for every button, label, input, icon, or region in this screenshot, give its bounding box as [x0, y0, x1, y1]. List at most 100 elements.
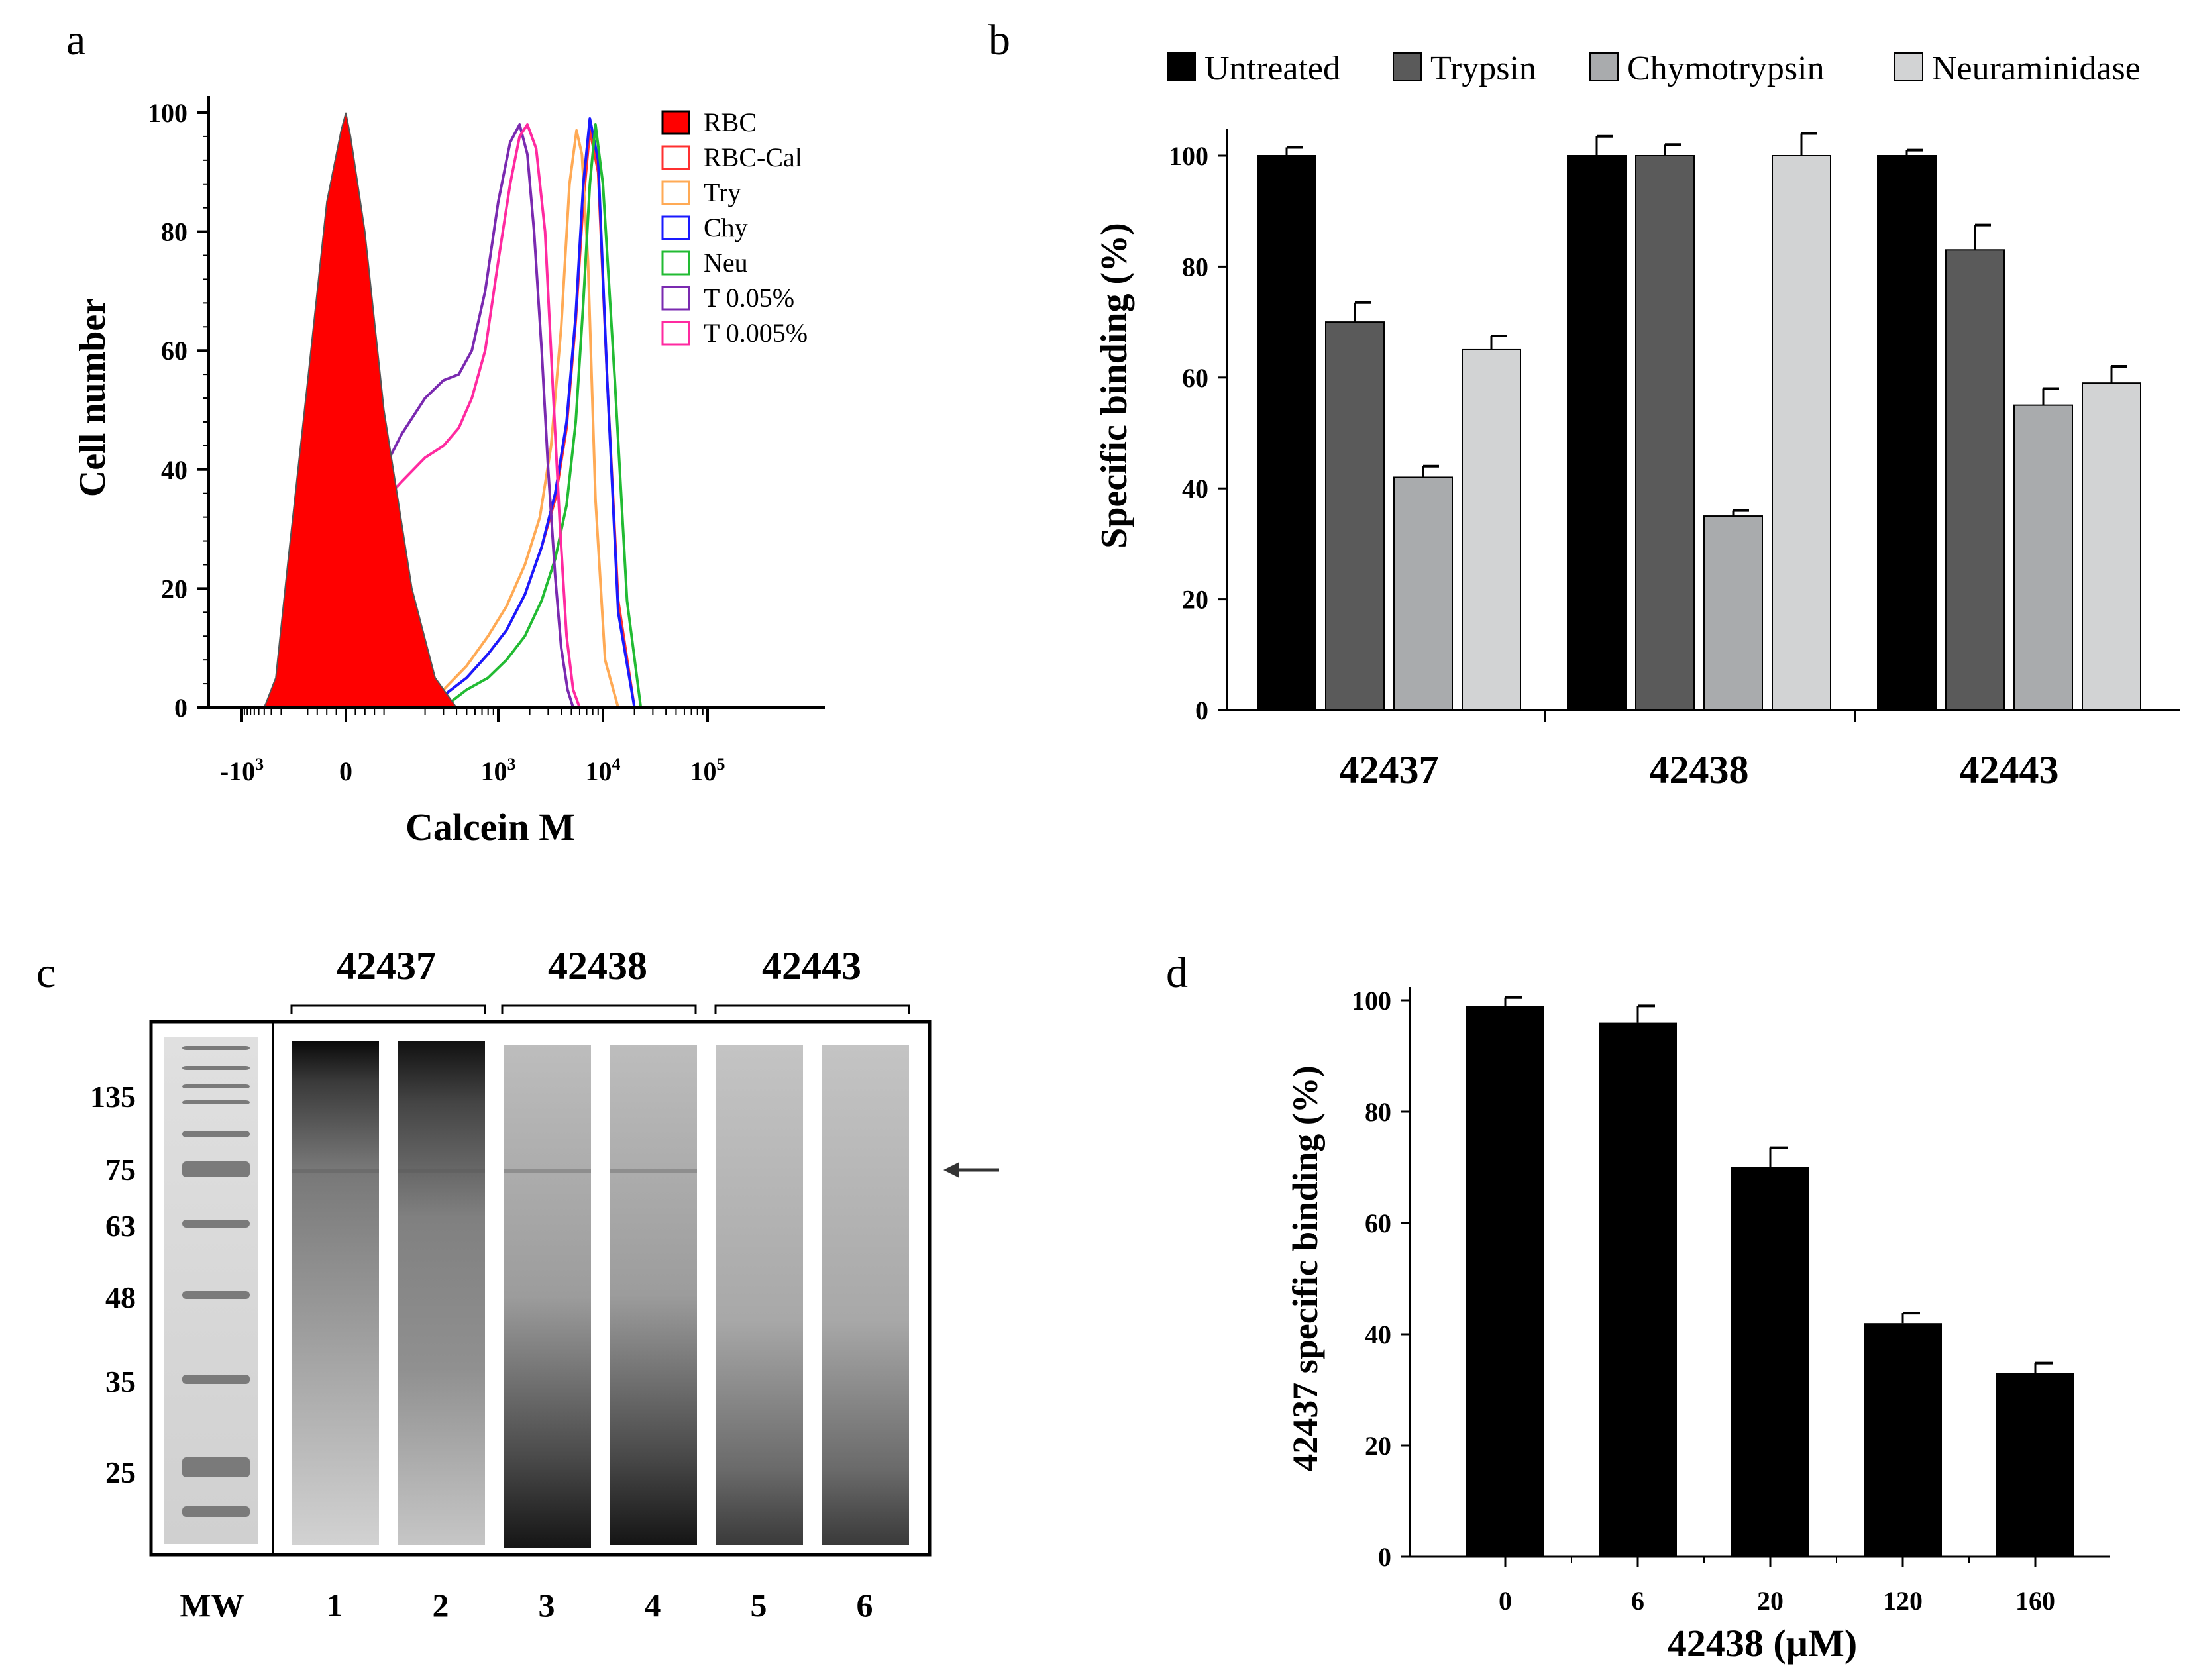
panel-d-y-tick-label: 60 — [1365, 1208, 1391, 1238]
panel-d-y-tick-label: 80 — [1365, 1097, 1391, 1127]
gel-lane-1 — [292, 1041, 379, 1545]
panel-b-y-tick-label: 100 — [1169, 141, 1208, 171]
ladder-band — [182, 1100, 250, 1104]
panel-a-x-tick-base: 10 — [586, 757, 612, 786]
mw-marker-labels: 135 75 63 48 35 25 — [90, 1080, 136, 1489]
panel-a-x-tick-exp: 5 — [717, 755, 725, 774]
panel-a-y-tick-label: 80 — [161, 217, 187, 247]
panel-a-x-tick-exp: 3 — [255, 755, 264, 774]
ladder-band — [182, 1084, 250, 1088]
panel-d-x-tick-label: 120 — [1883, 1586, 1923, 1616]
legend-label-rbc-cal: RBC-Cal — [704, 142, 802, 172]
panel-a-x-tick-label: 0 — [339, 757, 352, 786]
legend-swatch-chy — [661, 215, 690, 240]
panel-a-y-tick-label: 20 — [161, 574, 187, 604]
gel-lane-4 — [610, 1045, 697, 1545]
bar-42443-neuraminidase — [2082, 382, 2141, 711]
gel-lane-6 — [822, 1045, 909, 1545]
legend-swatch-t-0-005- — [661, 321, 690, 346]
mw-label: 75 — [105, 1153, 136, 1186]
panel-c: c 42437 42438 42443 135 75 63 48 35 25 MW 1 2 3 4… — [36, 944, 999, 1624]
mw-label: 35 — [105, 1365, 136, 1398]
panel-d-x-tick-label: 20 — [1757, 1586, 1784, 1616]
legend-label-untreated: Untreated — [1204, 50, 1340, 87]
panel-d-y-tick-label: 100 — [1352, 986, 1391, 1016]
panel-a-y-ticks: 0 20 40 60 80 100 — [148, 98, 209, 723]
panel-b-legend: Untreated Trypsin Chymotrypsin Neuraminidas… — [1167, 50, 2141, 87]
bar-42438-neuraminidase — [1772, 155, 1831, 711]
mw-label: 63 — [105, 1209, 136, 1243]
panel-d-x-tick-label: 160 — [2015, 1586, 2055, 1616]
arrow-icon — [943, 1162, 959, 1178]
panel-b-y-tick-label: 20 — [1182, 585, 1208, 615]
bar-6-um — [1599, 1022, 1677, 1557]
legend-label-t-0-005-: T 0.005% — [704, 318, 808, 348]
panel-b-category-label: 42438 — [1650, 748, 1749, 792]
legend-label-neu: Neu — [704, 248, 748, 278]
group-label-42438: 42438 — [548, 944, 647, 988]
legend-label-trypsin: Trypsin — [1430, 50, 1536, 87]
panel-a-y-tick-label: 0 — [174, 693, 187, 723]
panel-b-y-axis-label: Specific binding (%) — [1094, 223, 1135, 549]
panel-a-legend: RBC RBC-Cal Try Chy Neu T 0.05% T 0.005% — [661, 107, 808, 348]
legend-swatch-trypsin — [1393, 52, 1422, 81]
bar-42443-trypsin — [1945, 249, 2005, 711]
ladder-band — [182, 1066, 250, 1070]
ladder-band — [182, 1506, 250, 1517]
lane-label: MW — [180, 1587, 244, 1624]
legend-label-chymotrypsin: Chymotrypsin — [1627, 50, 1825, 87]
lane-label: 6 — [857, 1587, 873, 1624]
panel-a-x-tick-label: 103 — [481, 755, 516, 786]
lane-label: 5 — [751, 1587, 767, 1624]
panel-b-x-ticks: 42437 42438 42443 — [1340, 710, 2059, 792]
legend-label-try: Try — [704, 178, 741, 207]
legend-swatch-t-0-05- — [661, 286, 690, 311]
group-label-42437: 42437 — [337, 944, 436, 988]
panel-b-y-tick-label: 0 — [1195, 696, 1208, 725]
panel-d: d 0 20 40 60 80 100 0 6 20 120 160 42437 specific… — [1166, 949, 2110, 1665]
panel-a-x-tick-base: -10 — [220, 757, 255, 786]
ladder-band — [182, 1375, 250, 1384]
ladder-band — [182, 1161, 250, 1177]
panel-d-letter: d — [1166, 949, 1188, 997]
panel-a-x-tick-base: 0 — [339, 757, 352, 786]
legend-swatch-neuraminidase — [1894, 52, 1923, 81]
legend-swatch-rbc-cal — [661, 145, 690, 170]
panel-d-y-axis-label: 42437 specific binding (%) — [1285, 1065, 1325, 1472]
legend-swatch-rbc — [661, 110, 690, 135]
bar-42443-chymotrypsin — [2013, 404, 2073, 711]
panel-b-y-tick-label: 40 — [1182, 474, 1208, 503]
panel-b-category-label: 42443 — [1960, 748, 2059, 792]
panel-a-x-tick-exp: 3 — [507, 755, 516, 774]
legend-swatch-chymotrypsin — [1589, 52, 1619, 81]
lane-label: 2 — [433, 1587, 449, 1624]
panel-d-x-ticks: 0 6 20 120 160 — [1499, 1557, 2055, 1616]
lane-label: 3 — [539, 1587, 555, 1624]
panel-b: b Untreated Trypsin Chymotrypsin Neuraminid… — [988, 16, 2180, 792]
gel-lane-3 — [504, 1045, 591, 1548]
mw-label: 25 — [105, 1455, 136, 1489]
panel-a-x-tick-label: -103 — [220, 755, 264, 786]
panel-a-x-axis-label: Calcein M — [405, 806, 575, 849]
group-bracket-42438 — [501, 1004, 697, 1014]
panel-a-letter: a — [66, 16, 85, 64]
panel-d-x-tick-label: 0 — [1499, 1586, 1512, 1616]
bar-42437-untreated — [1257, 155, 1316, 711]
ladder-band — [182, 1291, 250, 1299]
panel-a-x-tick-exp: 4 — [612, 755, 621, 774]
panel-a-curves — [263, 112, 643, 709]
bar-42438-trypsin — [1635, 155, 1695, 711]
panel-a-x-tick-base: 10 — [481, 757, 507, 786]
panel-a-y-tick-label: 100 — [148, 98, 187, 128]
panel-a-y-axis-label: Cell number — [72, 298, 113, 497]
panel-a-x-tick-label: 104 — [586, 755, 621, 786]
panel-d-y-tick-label: 0 — [1378, 1542, 1391, 1572]
panel-b-y-tick-label: 60 — [1182, 363, 1208, 393]
mw-label: 48 — [105, 1281, 136, 1314]
panel-d-x-axis-label: 42438 (µM) — [1668, 1622, 1857, 1665]
panel-c-letter: c — [36, 949, 56, 997]
mw-label: 135 — [90, 1080, 136, 1114]
